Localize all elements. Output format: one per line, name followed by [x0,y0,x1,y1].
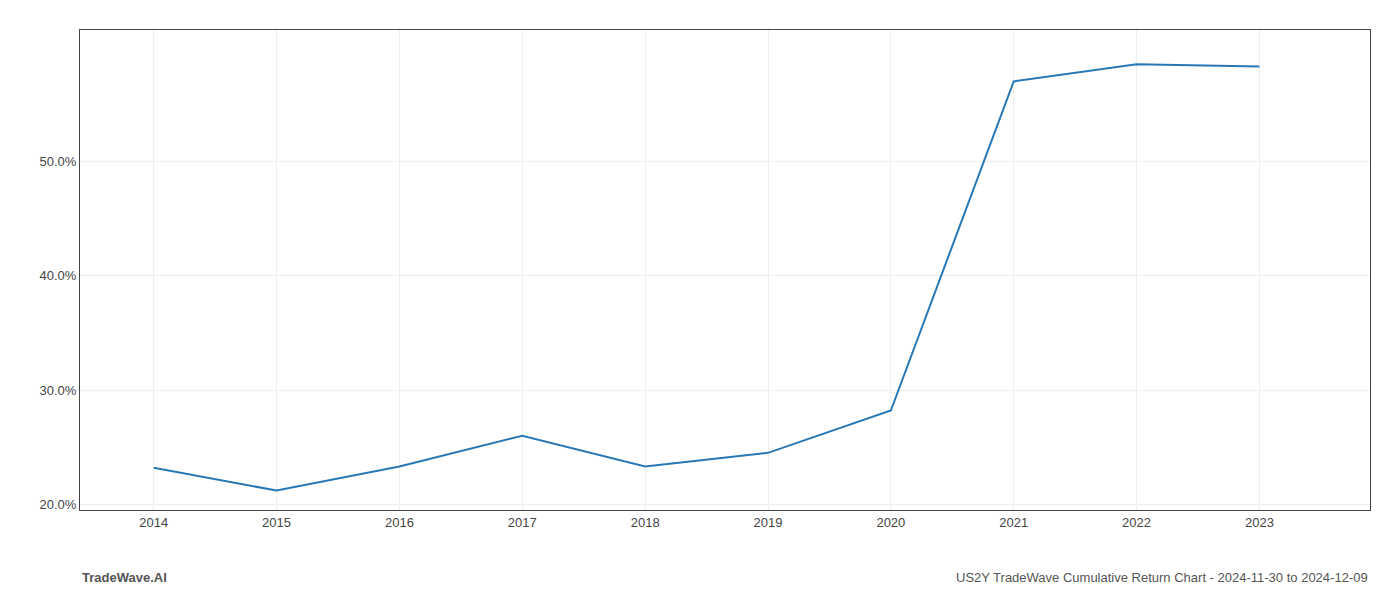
svg-text:2020: 2020 [876,515,905,530]
svg-text:TradeWave.AI: TradeWave.AI [82,570,167,585]
svg-text:40.0%: 40.0% [40,268,77,283]
svg-text:2017: 2017 [508,515,537,530]
svg-text:30.0%: 30.0% [40,383,77,398]
svg-text:20.0%: 20.0% [40,497,77,512]
svg-text:2022: 2022 [1122,515,1151,530]
svg-text:2023: 2023 [1245,515,1274,530]
svg-text:2021: 2021 [999,515,1028,530]
svg-text:US2Y TradeWave Cumulative Retu: US2Y TradeWave Cumulative Return Chart -… [956,570,1368,585]
svg-text:2018: 2018 [631,515,660,530]
svg-text:2014: 2014 [139,515,168,530]
svg-text:2016: 2016 [385,515,414,530]
svg-text:50.0%: 50.0% [40,154,77,169]
svg-text:2015: 2015 [262,515,291,530]
svg-text:2019: 2019 [754,515,783,530]
